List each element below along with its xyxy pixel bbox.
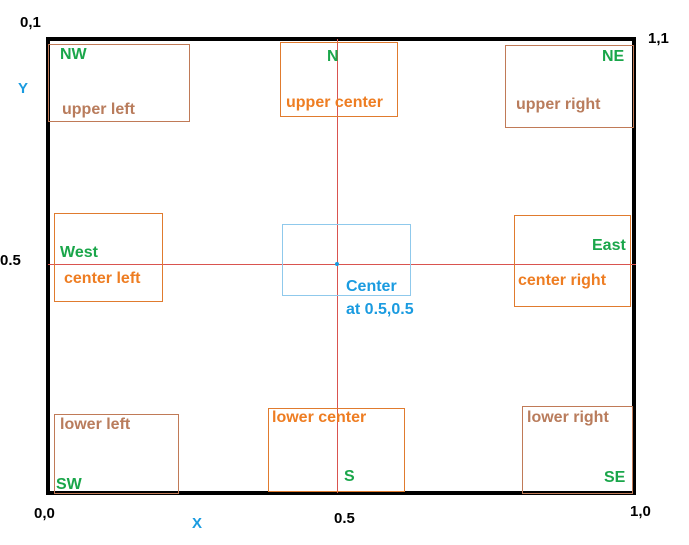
label-center-right: center right [518,272,607,289]
corner-label-bottom-right: 1,0 [630,503,651,520]
plot-frame [46,37,636,495]
center-point [335,262,339,266]
corner-label-top-left: 0,1 [20,14,41,31]
y-mid-label: 0.5 [0,252,21,269]
lower-right-box [522,406,633,494]
label-lower-right: lower right [527,409,609,426]
compass-se: SE [604,469,626,486]
compass-east: East [592,237,626,254]
label-center-left: center left [64,270,141,287]
label-upper-left: upper left [62,101,135,118]
vertical-center-line [337,39,338,493]
label-lower-center: lower center [272,409,367,426]
y-axis-label: Y [18,80,29,97]
center-box [282,224,411,296]
upper-right-box [505,45,634,128]
compass-west: West [60,244,98,261]
upper-center-box [280,42,398,117]
center-label-line2: at 0.5,0.5 [346,301,414,318]
lower-left-box [54,414,179,494]
compass-n: N [327,48,339,65]
compass-s: S [344,468,355,485]
compass-sw: SW [56,476,82,493]
center-left-box [54,213,163,302]
label-upper-right: upper right [516,96,601,113]
compass-ne: NE [602,48,625,65]
x-axis-label: X [192,515,203,532]
center-right-box [514,215,631,307]
center-label-line1: Center [346,278,397,295]
label-upper-center: upper center [286,94,383,111]
lower-center-box [268,408,405,492]
corner-label-bottom-left: 0,0 [34,505,55,522]
x-mid-label: 0.5 [334,510,355,527]
upper-left-box [48,44,190,122]
horizontal-center-line [48,264,636,265]
compass-nw: NW [60,46,87,63]
label-lower-left: lower left [60,416,131,433]
corner-label-top-right: 1,1 [648,30,669,47]
